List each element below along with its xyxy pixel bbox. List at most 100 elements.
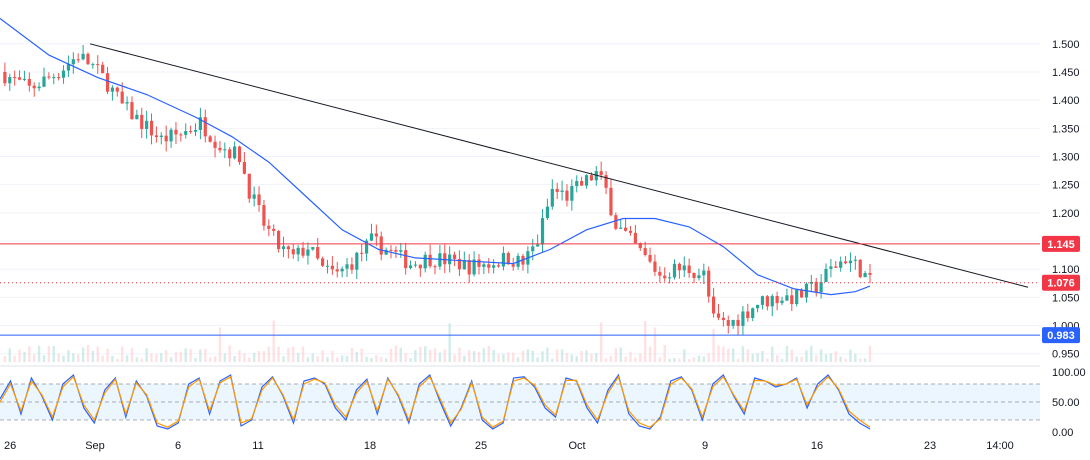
candle-body [824, 268, 828, 283]
candle-body [853, 259, 857, 261]
candle-body [115, 87, 119, 92]
candle-body [790, 295, 794, 305]
volume-bar [585, 350, 588, 362]
candle-body [311, 247, 315, 250]
volume-bar [839, 356, 842, 362]
candle-body [203, 117, 207, 137]
volume-bar [350, 347, 354, 362]
volume-bar [355, 351, 358, 362]
candle-body [208, 136, 212, 142]
volume-bar [292, 346, 295, 362]
resistance-tag-label: 1.145 [1047, 239, 1075, 251]
volume-bar [257, 350, 261, 362]
volume-bar [189, 348, 192, 362]
candle-body [335, 269, 339, 272]
last-price-tag [1042, 274, 1080, 291]
candle-body [3, 71, 7, 84]
volume-bar [96, 346, 99, 362]
candle-body [839, 261, 843, 268]
candle-body [780, 300, 784, 304]
volume-bar [536, 357, 539, 362]
candle-body [320, 258, 325, 266]
volume-bar [267, 346, 271, 362]
candle-body [589, 175, 594, 181]
volume-bar [336, 357, 339, 362]
volume-bar [174, 352, 178, 362]
candle-body [125, 102, 129, 104]
volume-bar [13, 355, 16, 362]
volume-bar [604, 358, 608, 362]
volume-bar [746, 349, 750, 362]
trendline[interactable] [89, 43, 1029, 288]
candle-body [8, 77, 12, 84]
volume-bar [47, 346, 51, 362]
time-tick-label: Oct [568, 440, 585, 452]
candle-body [101, 64, 105, 74]
price-tick-label: 1.450 [1052, 67, 1080, 79]
candle-body [580, 181, 584, 186]
candle-body [604, 175, 608, 188]
price-tags: 1.145 1.076 0.983 [1042, 235, 1080, 344]
candle-body [795, 289, 799, 305]
stochastic-pane [0, 373, 1040, 430]
candle-body [619, 227, 623, 229]
candle-body [614, 215, 618, 229]
volume-bar [453, 354, 456, 362]
volume-bar [86, 345, 90, 362]
candle-body [765, 296, 769, 307]
candle-body [477, 259, 481, 267]
candle-body [174, 129, 178, 135]
candle-body [350, 264, 354, 270]
candle-body [316, 247, 320, 259]
candle-body [154, 135, 159, 137]
volume-bar [394, 345, 398, 362]
time-tick-label: 23 [924, 440, 936, 452]
volume-bar [282, 356, 285, 362]
volume-bar [717, 345, 720, 362]
candle-body [707, 270, 711, 297]
candle-body [550, 188, 554, 207]
candle-body [467, 259, 471, 275]
volume-bar [868, 345, 872, 362]
volume-bar [487, 345, 490, 362]
volume-bar [199, 349, 202, 362]
time-tick-label: 16 [811, 440, 823, 452]
candle-body [799, 289, 804, 298]
candle-body [501, 253, 506, 267]
candles [3, 44, 872, 336]
volume-bar [683, 349, 686, 362]
price-tick-label: 1.200 [1052, 208, 1080, 220]
volume-bar [370, 357, 373, 362]
candle-body [47, 76, 51, 78]
volume-bar [433, 348, 437, 362]
candle-body [242, 162, 246, 174]
candle-body [364, 240, 369, 254]
candle-body [462, 259, 466, 270]
volume-bar [414, 350, 417, 362]
volume-bar [380, 357, 383, 362]
volume-bar [23, 351, 26, 362]
volume-bar [702, 356, 706, 362]
volume-bar [516, 357, 520, 362]
volume-bar [233, 356, 236, 362]
candle-body [360, 252, 364, 254]
volume-bar [859, 358, 862, 362]
candle-body [159, 135, 163, 137]
candle-body [71, 59, 75, 65]
candle-body [291, 249, 295, 255]
volume-bar [590, 353, 593, 362]
volume-bar [28, 346, 31, 362]
candle-body [536, 244, 540, 247]
candle-body [42, 76, 46, 87]
candle-body [164, 135, 168, 142]
volume-bar [326, 357, 329, 362]
volume-bar [731, 348, 735, 362]
candle-body [37, 86, 41, 89]
candle-body [384, 249, 388, 255]
candle-body [52, 77, 56, 79]
candle-body [149, 120, 154, 136]
time-tick-label: 11 [252, 440, 263, 452]
volume-bar [619, 347, 622, 362]
volume-bar [389, 348, 393, 362]
